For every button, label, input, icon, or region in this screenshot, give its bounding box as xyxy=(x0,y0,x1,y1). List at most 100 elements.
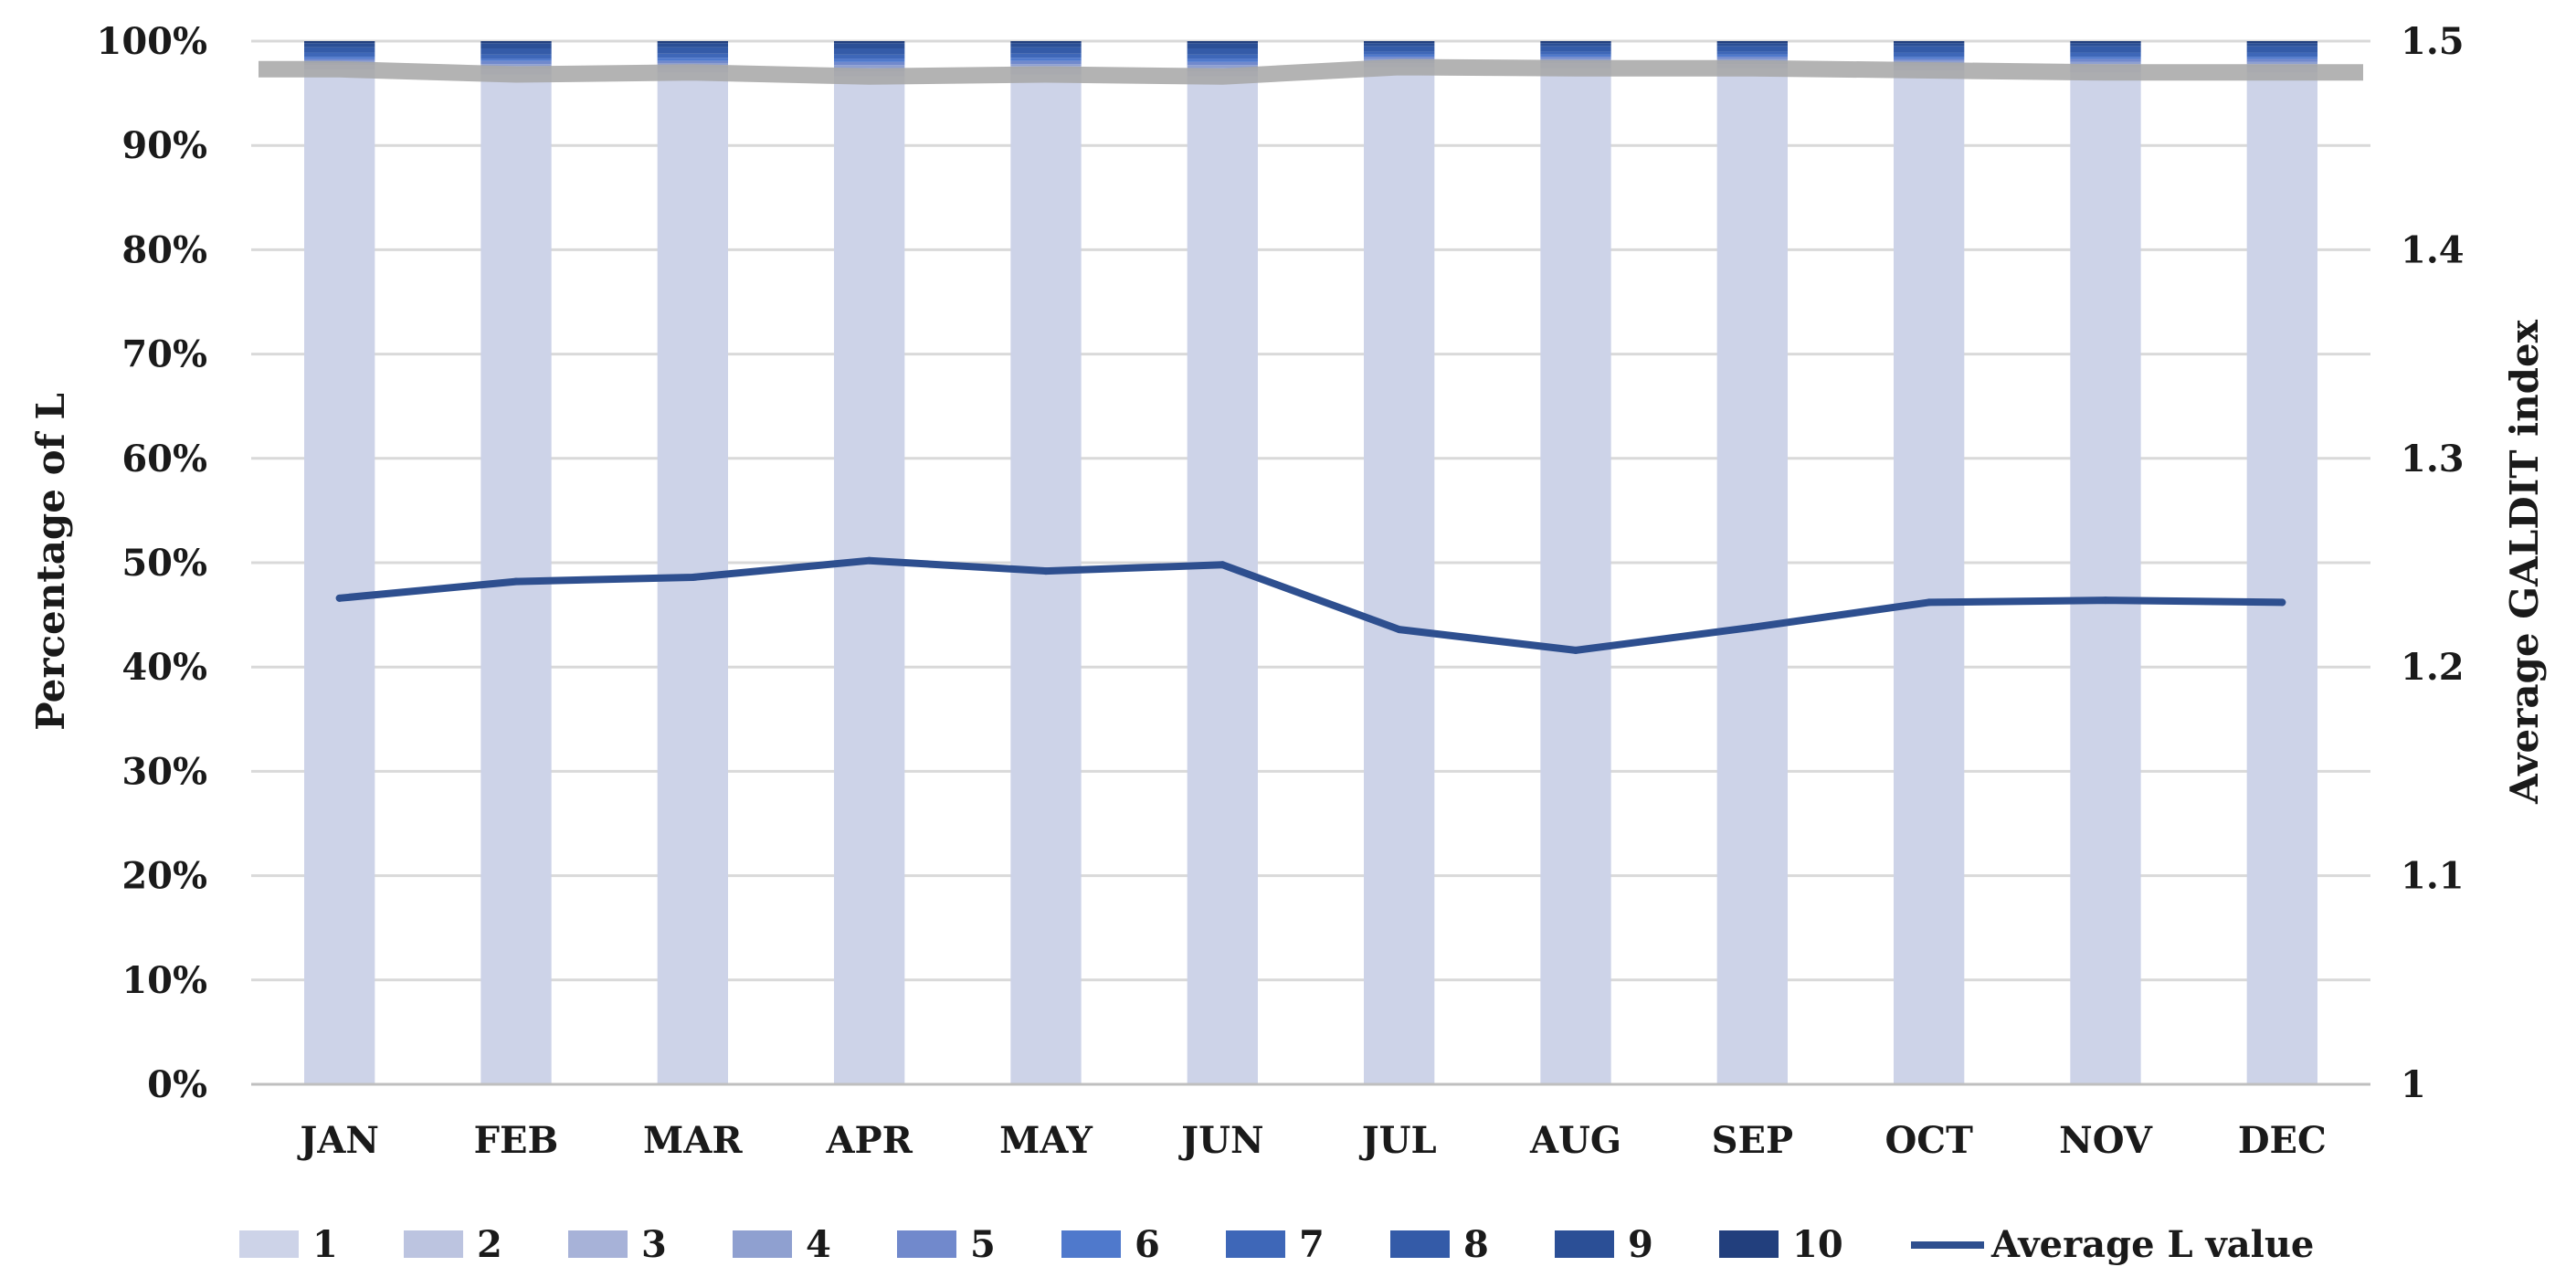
bar-segment xyxy=(834,61,905,66)
bar-segment xyxy=(304,69,375,1085)
legend-swatch xyxy=(1061,1230,1121,1258)
average-l-value-point xyxy=(865,556,873,565)
bar-segment xyxy=(2070,57,2141,59)
bar-segment xyxy=(2246,58,2317,62)
y-axis-title: Percentage of L xyxy=(28,393,73,731)
legend-label: 5 xyxy=(970,1223,996,1266)
y-tick-label: 50% xyxy=(121,542,207,585)
average-l-value-point xyxy=(1925,598,1933,607)
bar-segment xyxy=(304,57,375,59)
bar-segment xyxy=(2070,61,2141,65)
bar-segment xyxy=(2070,46,2141,53)
legend-swatch xyxy=(1555,1230,1614,1258)
bar-segment xyxy=(834,58,905,62)
average-l-value-point xyxy=(1748,623,1757,631)
bar-segment xyxy=(1716,57,1788,59)
bar-segment xyxy=(834,54,905,59)
average-l-value-point xyxy=(1572,646,1579,654)
bar-segment xyxy=(1894,46,1965,53)
bar-segment xyxy=(304,43,375,48)
bar-segment xyxy=(657,62,728,66)
bar-segment xyxy=(480,58,552,61)
legend: 1 2 3 4 5 6 7 8 9 10 Average L value xyxy=(239,1223,2314,1266)
average-l-value-point xyxy=(335,594,343,602)
legend-label: 9 xyxy=(1628,1223,1653,1266)
bar-segment xyxy=(657,47,728,54)
x-tick-label: AUG xyxy=(1529,1119,1621,1162)
bar-segment xyxy=(657,58,728,61)
bar-segment xyxy=(1540,43,1611,47)
x-tick-label: SEP xyxy=(1712,1119,1793,1162)
bar-segment xyxy=(2070,72,2141,1084)
y-tick-label: 70% xyxy=(121,333,207,376)
average-l-value-point xyxy=(1042,567,1050,575)
bar-segment xyxy=(1010,47,1082,54)
bar-segment xyxy=(1010,43,1082,48)
bar-segment xyxy=(657,60,728,63)
bar-segment xyxy=(1540,58,1611,61)
legend-label: 4 xyxy=(806,1223,831,1266)
bar-segment xyxy=(1540,68,1611,1084)
bar-segment xyxy=(480,60,552,65)
legend-label: 8 xyxy=(1463,1223,1489,1266)
bar-segment xyxy=(2070,43,2141,47)
bar-segment xyxy=(1010,41,1082,44)
bar-segment xyxy=(1187,54,1258,59)
gridlines xyxy=(251,39,2370,1086)
y-tick-label: 30% xyxy=(121,750,207,793)
x-tick-label: FEB xyxy=(474,1119,559,1162)
bar-segment xyxy=(1364,43,1435,47)
average-l-value-point xyxy=(2278,598,2286,607)
bar-segment xyxy=(1540,46,1611,52)
bar-segment xyxy=(1540,57,1611,59)
bar-segment xyxy=(304,58,375,61)
x-tick-label: OCT xyxy=(1884,1119,1973,1162)
bar-segment xyxy=(304,52,375,58)
bar-segment xyxy=(304,41,375,44)
bar-segment xyxy=(1187,61,1258,66)
y2-tick-label: 1.3 xyxy=(2401,438,2465,480)
average-l-value-point xyxy=(1395,626,1403,634)
legend-label: Average L value xyxy=(1990,1223,2314,1266)
bar-segment xyxy=(304,47,375,53)
x-tick-label: MAY xyxy=(999,1119,1093,1162)
y-tick-label: 20% xyxy=(121,855,207,898)
bar-segment xyxy=(480,41,552,44)
x-tick-label: MAR xyxy=(643,1119,743,1162)
bar-segment xyxy=(1540,54,1611,58)
y2-axis-title: Average GALDIT index xyxy=(2502,319,2547,805)
bar-segment xyxy=(1894,60,1965,63)
legend-label: 7 xyxy=(1299,1223,1325,1266)
y2-tick-label: 1 xyxy=(2401,1063,2426,1106)
legend-swatch xyxy=(897,1230,956,1258)
bar-segment xyxy=(2070,58,2141,62)
average-l-value-point xyxy=(2102,596,2109,605)
bar-segment xyxy=(1716,54,1788,58)
bar-segment xyxy=(1364,41,1435,44)
bar-segment xyxy=(2246,46,2317,53)
bar-segment xyxy=(1716,51,1788,55)
bar-segment xyxy=(1010,58,1082,61)
bar-segment xyxy=(657,53,728,58)
y-tick-label: 10% xyxy=(121,959,207,1002)
legend-label: 1 xyxy=(312,1223,338,1266)
bar-segment xyxy=(1716,41,1788,44)
average-l-value-line xyxy=(335,556,2286,654)
legend-swatch xyxy=(568,1230,628,1258)
bar-segment xyxy=(480,64,552,67)
y-tick-label: 60% xyxy=(121,438,207,480)
bar-segment xyxy=(1716,46,1788,52)
bar-segment xyxy=(480,48,552,55)
bar-segment xyxy=(2246,41,2317,44)
bar-segment xyxy=(2246,61,2317,65)
legend-label: 2 xyxy=(477,1223,502,1266)
y-tick-label: 80% xyxy=(121,228,207,271)
bar-segment xyxy=(2070,52,2141,58)
bar-segment xyxy=(1010,60,1082,65)
y2-tick-label: 1.4 xyxy=(2401,228,2465,271)
bar-segment xyxy=(2246,72,2317,1084)
bar-segment xyxy=(1364,57,1435,59)
x-tick-label: JUN xyxy=(1178,1119,1263,1162)
